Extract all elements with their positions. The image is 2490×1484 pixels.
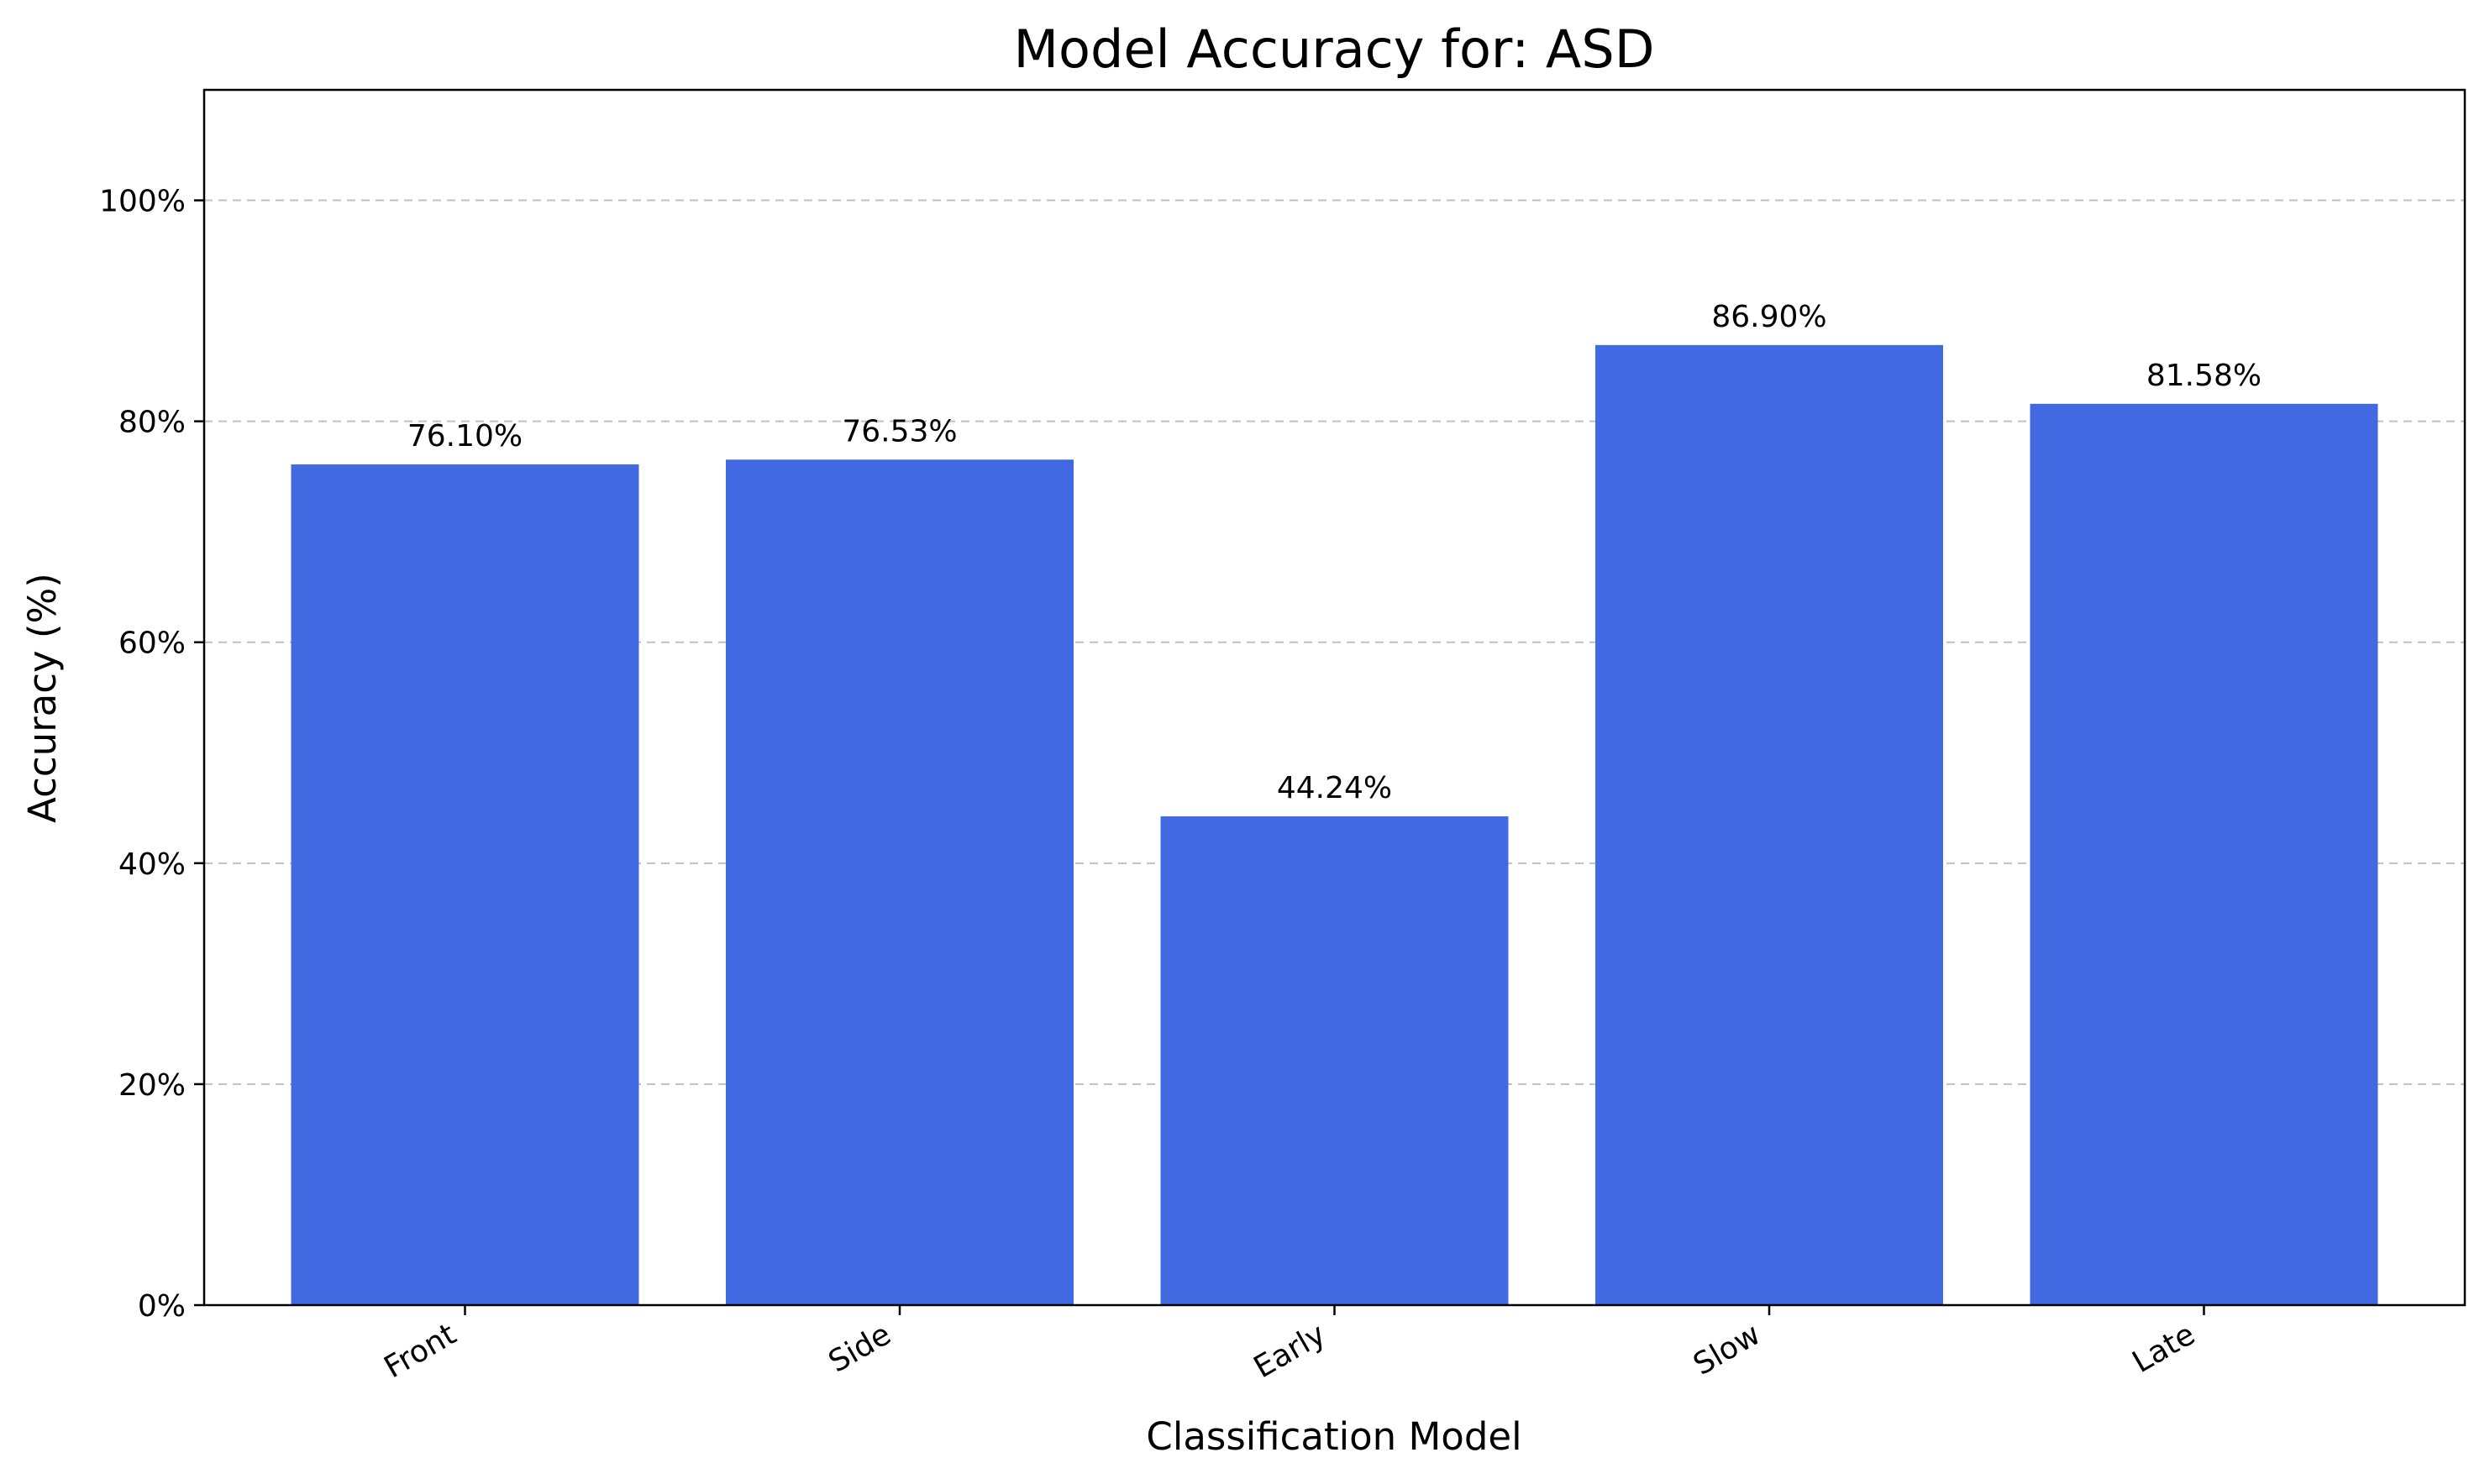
bar-value-label: 76.53% bbox=[842, 414, 957, 448]
bar bbox=[2030, 403, 2378, 1305]
bar-value-label: 76.10% bbox=[407, 419, 523, 454]
y-tick-label: 60% bbox=[118, 627, 186, 661]
bar bbox=[291, 464, 639, 1305]
axes bbox=[194, 88, 2466, 1315]
bars bbox=[291, 344, 2378, 1305]
y-tick-label: 100% bbox=[99, 185, 186, 219]
y-tick-label: 20% bbox=[118, 1068, 186, 1103]
bar-value-label: 81.58% bbox=[2146, 359, 2261, 393]
y-axis-title: Accuracy (%) bbox=[20, 573, 65, 823]
bar bbox=[1160, 816, 1509, 1305]
x-axis-title: Classification Model bbox=[1146, 1414, 1521, 1459]
bar-value-label: 44.24% bbox=[1277, 771, 1392, 805]
y-tick-label: 0% bbox=[138, 1289, 186, 1324]
plot-frame bbox=[202, 88, 2466, 1307]
y-tick-label: 40% bbox=[118, 847, 186, 882]
y-tick-label: 80% bbox=[118, 406, 186, 440]
bar-value-label: 86.90% bbox=[1711, 300, 1826, 334]
chart-title: Model Accuracy for: ASD bbox=[1014, 18, 1655, 80]
bar bbox=[726, 459, 1074, 1305]
bar bbox=[1595, 344, 1943, 1305]
